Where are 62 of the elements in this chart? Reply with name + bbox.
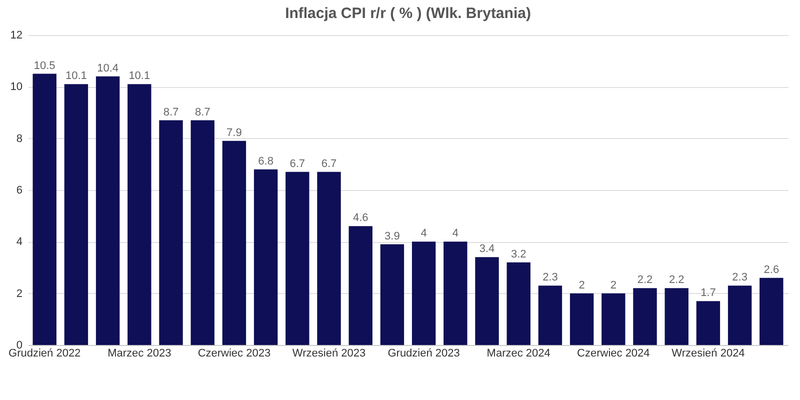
x-tick-label: Wrzesień 2024: [672, 348, 745, 360]
data-label: 2: [610, 279, 616, 292]
bar: [760, 278, 784, 345]
data-label: 6.7: [290, 158, 306, 170]
bar: [728, 286, 752, 345]
data-label: 4: [452, 228, 458, 240]
bar: [348, 226, 372, 345]
data-label: 2.2: [637, 274, 653, 286]
bar: [190, 120, 214, 345]
y-tick-label: 12: [10, 30, 22, 42]
x-tick-label: Wrzesień 2023: [292, 348, 366, 360]
data-label: 4: [420, 228, 427, 240]
data-label: 3.9: [384, 230, 400, 242]
bar: [444, 242, 468, 345]
bar: [696, 301, 720, 345]
data-label: 10.1: [65, 70, 87, 82]
data-label: 2: [578, 279, 585, 292]
bar: [475, 257, 499, 345]
bar: [286, 172, 310, 345]
data-label: 2.3: [542, 272, 558, 284]
data-label: 4.6: [352, 212, 368, 224]
data-label: 2.3: [732, 272, 748, 284]
y-tick-label: 10: [10, 81, 22, 94]
bar: [64, 84, 88, 345]
bar: [159, 120, 183, 345]
bar: [664, 288, 688, 345]
bar: [538, 286, 562, 345]
bar: [380, 244, 404, 345]
bar: [570, 293, 594, 345]
y-tick-label: 2: [16, 288, 22, 300]
data-label: 3.2: [510, 248, 526, 260]
data-label: 6.8: [258, 155, 274, 168]
x-tick-label: Grudzień 2023: [388, 348, 460, 360]
x-tick-label: Czerwiec 2023: [198, 348, 271, 360]
data-label: 10.5: [34, 60, 56, 72]
data-label: 8.7: [194, 106, 210, 118]
x-tick-label: Czerwiec 2024: [577, 348, 650, 360]
bar: [96, 76, 120, 345]
data-label: 6.7: [321, 158, 337, 170]
bar: [602, 293, 626, 345]
y-tick-label: 8: [16, 132, 22, 145]
data-label: 10.1: [128, 70, 150, 82]
bar: [254, 169, 278, 345]
data-label: 7.9: [226, 126, 242, 139]
data-label: 3.4: [479, 243, 495, 256]
chart-title: Inflacja CPI r/r ( % ) (Wlk. Brytania): [285, 5, 531, 22]
data-label: 1.7: [700, 287, 716, 300]
bar: [633, 288, 657, 345]
y-tick-label: 6: [16, 184, 22, 196]
bar: [32, 74, 56, 345]
data-label: 8.7: [163, 106, 179, 118]
bar: [412, 242, 436, 345]
bar: [222, 140, 246, 345]
bar: [506, 262, 530, 345]
bar: [317, 172, 341, 345]
x-tick-label: Marzec 2024: [486, 348, 550, 360]
y-tick-label: 4: [16, 236, 22, 248]
data-label: 2.2: [668, 274, 684, 286]
bar: [128, 84, 152, 345]
data-label: 10.4: [97, 62, 119, 74]
data-label: 2.6: [764, 264, 780, 276]
x-tick-label: Marzec 2023: [108, 348, 172, 360]
